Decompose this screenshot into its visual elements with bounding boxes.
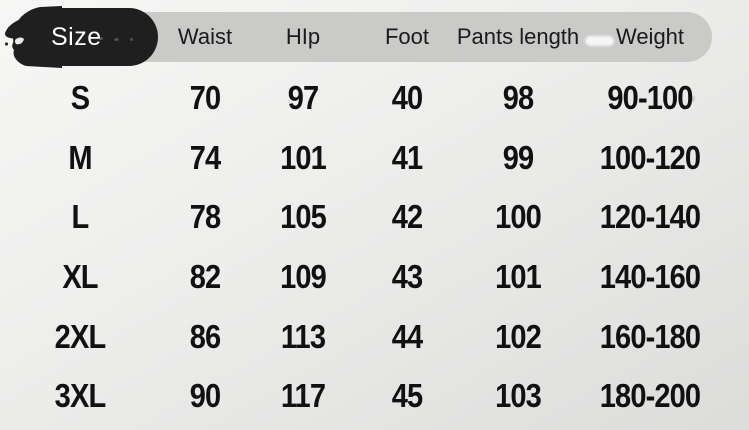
row-xl-waist: 82 <box>189 257 221 295</box>
table-header-row: Waist HIp Foot Pants length Weight <box>0 12 722 62</box>
badge-speck-decoration <box>99 37 103 40</box>
row-s-foot: 40 <box>391 78 423 116</box>
row-2xl-waist: 86 <box>189 317 221 355</box>
row-m-foot: 41 <box>391 138 423 176</box>
row-l-pants-length: 100 <box>495 198 542 236</box>
row-s-weight: 90-100 <box>607 78 693 116</box>
row-3xl-foot: 45 <box>391 377 423 415</box>
row-m-hip: 101 <box>280 138 327 176</box>
size-badge-label: Size <box>51 22 102 51</box>
badge-speck-decoration <box>114 38 119 41</box>
row-s-hip: 97 <box>287 78 319 116</box>
column-header-waist: Waist <box>177 24 233 49</box>
row-3xl-size: 3XL <box>54 377 107 415</box>
row-3xl-hip: 117 <box>280 377 326 415</box>
row-m-size: M <box>68 138 92 176</box>
row-s-waist: 70 <box>189 78 221 116</box>
row-3xl-weight: 180-200 <box>599 377 701 415</box>
row-xl-pants-length: 101 <box>495 257 542 295</box>
row-m-waist: 74 <box>189 138 221 176</box>
column-header-weight: Weight <box>615 24 685 49</box>
row-l-waist: 78 <box>189 198 221 236</box>
badge-speck-decoration <box>130 38 133 41</box>
highlight-streak-decoration <box>585 36 614 46</box>
row-xl-size: XL <box>62 257 98 295</box>
column-header-foot: Foot <box>384 24 430 49</box>
row-m-pants-length: 99 <box>502 138 534 176</box>
row-2xl-hip: 113 <box>280 317 326 355</box>
row-l-size: L <box>71 198 90 236</box>
row-2xl-size: 2XL <box>54 317 107 355</box>
column-header-pants-length: Pants length <box>456 24 580 49</box>
row-l-weight: 120-140 <box>599 198 701 236</box>
photo-artifact-dot <box>690 96 695 102</box>
row-xl-hip: 109 <box>280 257 327 295</box>
row-xl-foot: 43 <box>391 257 423 295</box>
size-table-body: S 70 97 40 98 90-100 M 74 101 41 99 100-… <box>0 68 722 426</box>
row-xl-weight: 140-160 <box>599 257 701 295</box>
ink-splash-icon <box>4 6 62 68</box>
row-3xl-waist: 90 <box>189 377 221 415</box>
row-2xl-foot: 44 <box>391 317 423 355</box>
row-s-pants-length: 98 <box>502 78 534 116</box>
size-badge: Size <box>4 6 158 68</box>
row-s-size: S <box>70 78 90 116</box>
row-2xl-weight: 160-180 <box>599 317 701 355</box>
row-m-weight: 100-120 <box>599 138 701 176</box>
column-header-hip: HIp <box>285 24 321 49</box>
row-l-hip: 105 <box>280 198 327 236</box>
row-3xl-pants-length: 103 <box>495 377 542 415</box>
row-l-foot: 42 <box>391 198 423 236</box>
row-2xl-pants-length: 102 <box>495 317 542 355</box>
